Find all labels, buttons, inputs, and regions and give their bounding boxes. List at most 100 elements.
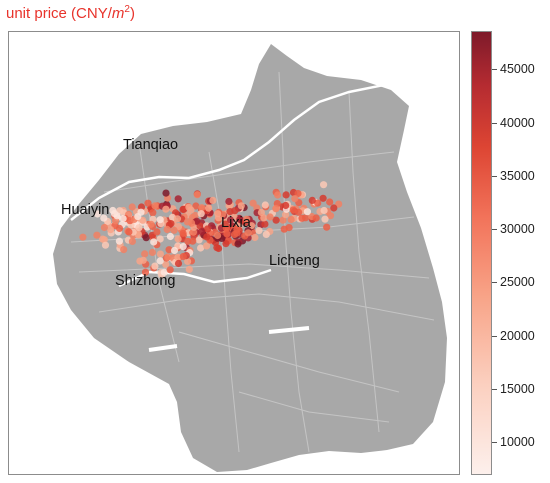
- price-point: [243, 215, 251, 223]
- price-point: [109, 206, 117, 215]
- price-point: [236, 215, 244, 223]
- colorbar-tick-label: 15000: [500, 381, 535, 396]
- colorbar-tick-label: 30000: [500, 222, 535, 237]
- price-point: [214, 231, 222, 240]
- price-point: [326, 198, 334, 206]
- price-point: [119, 215, 127, 223]
- district-label-huaiyin: Huaiyin: [61, 202, 109, 218]
- price-point: [279, 216, 287, 224]
- price-point: [287, 215, 295, 224]
- price-point: [151, 262, 159, 270]
- price-point: [165, 246, 173, 254]
- legend-title-unit: m: [111, 5, 125, 22]
- price-point: [233, 225, 241, 234]
- price-point: [198, 228, 206, 236]
- price-point: [261, 201, 269, 209]
- map-canvas: Tianqiao Huaiyin Lixia Licheng Shizhong: [53, 44, 447, 472]
- rivers: [70, 82, 390, 352]
- price-point: [93, 231, 101, 239]
- price-point: [125, 228, 133, 236]
- legend-title-exponent: 2: [124, 4, 130, 15]
- price-point: [193, 191, 201, 199]
- price-point: [226, 216, 235, 224]
- price-point: [282, 191, 290, 199]
- price-points: [79, 181, 343, 279]
- price-point: [79, 233, 87, 241]
- price-point: [251, 233, 259, 242]
- price-point: [189, 237, 197, 245]
- price-point: [179, 205, 187, 213]
- price-point: [174, 253, 182, 261]
- price-point: [173, 215, 182, 223]
- price-point: [141, 268, 150, 276]
- price-point: [244, 229, 252, 237]
- price-point: [141, 250, 149, 258]
- price-point: [139, 216, 147, 224]
- price-point: [225, 197, 233, 206]
- district-label-licheng: Licheng: [269, 253, 320, 269]
- colorbar-tick-label: 10000: [500, 435, 535, 450]
- price-point: [272, 205, 280, 213]
- price-point: [174, 195, 182, 203]
- price-point: [231, 207, 239, 215]
- price-point: [179, 229, 187, 237]
- price-point: [234, 240, 242, 248]
- price-point: [148, 248, 156, 256]
- price-point: [321, 215, 329, 223]
- price-point: [272, 216, 280, 224]
- district-label-tianqiao: Tianqiao: [123, 137, 178, 153]
- price-point: [162, 205, 170, 213]
- lake: [268, 326, 310, 334]
- colorbar-tick: [492, 388, 497, 390]
- colorbar-tick: [492, 69, 497, 71]
- price-point: [100, 223, 108, 232]
- price-point: [150, 238, 158, 246]
- price-point: [101, 241, 110, 249]
- price-point: [323, 223, 331, 231]
- price-point: [274, 191, 282, 199]
- price-point: [203, 225, 212, 233]
- price-point: [170, 246, 179, 255]
- price-point: [237, 202, 245, 210]
- colorbar-tick-label: 20000: [500, 328, 535, 343]
- price-point: [257, 208, 265, 217]
- price-point: [282, 211, 290, 219]
- price-point: [191, 211, 199, 220]
- price-point: [197, 210, 205, 218]
- price-point: [213, 244, 221, 252]
- price-point: [128, 203, 136, 211]
- price-point: [214, 210, 222, 218]
- price-point: [260, 214, 268, 222]
- price-point: [203, 233, 211, 241]
- price-point: [319, 194, 327, 202]
- price-point: [153, 228, 161, 236]
- price-point: [255, 227, 263, 235]
- price-point: [128, 237, 136, 245]
- price-point: [142, 234, 150, 242]
- price-point: [93, 210, 102, 218]
- colorbar-tick: [492, 122, 497, 124]
- price-point: [295, 208, 303, 216]
- price-point: [139, 256, 147, 264]
- colorbar-tick: [492, 175, 497, 177]
- price-point: [330, 204, 338, 212]
- price-point: [335, 200, 343, 208]
- price-point: [184, 257, 192, 265]
- price-point: [162, 260, 170, 268]
- price-point: [249, 199, 257, 207]
- price-point: [166, 266, 174, 274]
- price-point: [120, 246, 128, 254]
- district-label-shizhong: Shizhong: [115, 273, 175, 289]
- price-point: [289, 206, 297, 214]
- price-point: [151, 202, 159, 210]
- price-point: [179, 252, 187, 261]
- colorbar-tick-label: 35000: [500, 168, 535, 183]
- price-point: [205, 204, 213, 212]
- map-frame[interactable]: Tianqiao Huaiyin Lixia Licheng Shizhong: [8, 31, 460, 475]
- price-point: [209, 196, 217, 204]
- price-point: [291, 195, 299, 203]
- price-point: [156, 250, 164, 258]
- price-point: [282, 201, 290, 210]
- price-point: [312, 214, 320, 222]
- price-point: [174, 235, 182, 243]
